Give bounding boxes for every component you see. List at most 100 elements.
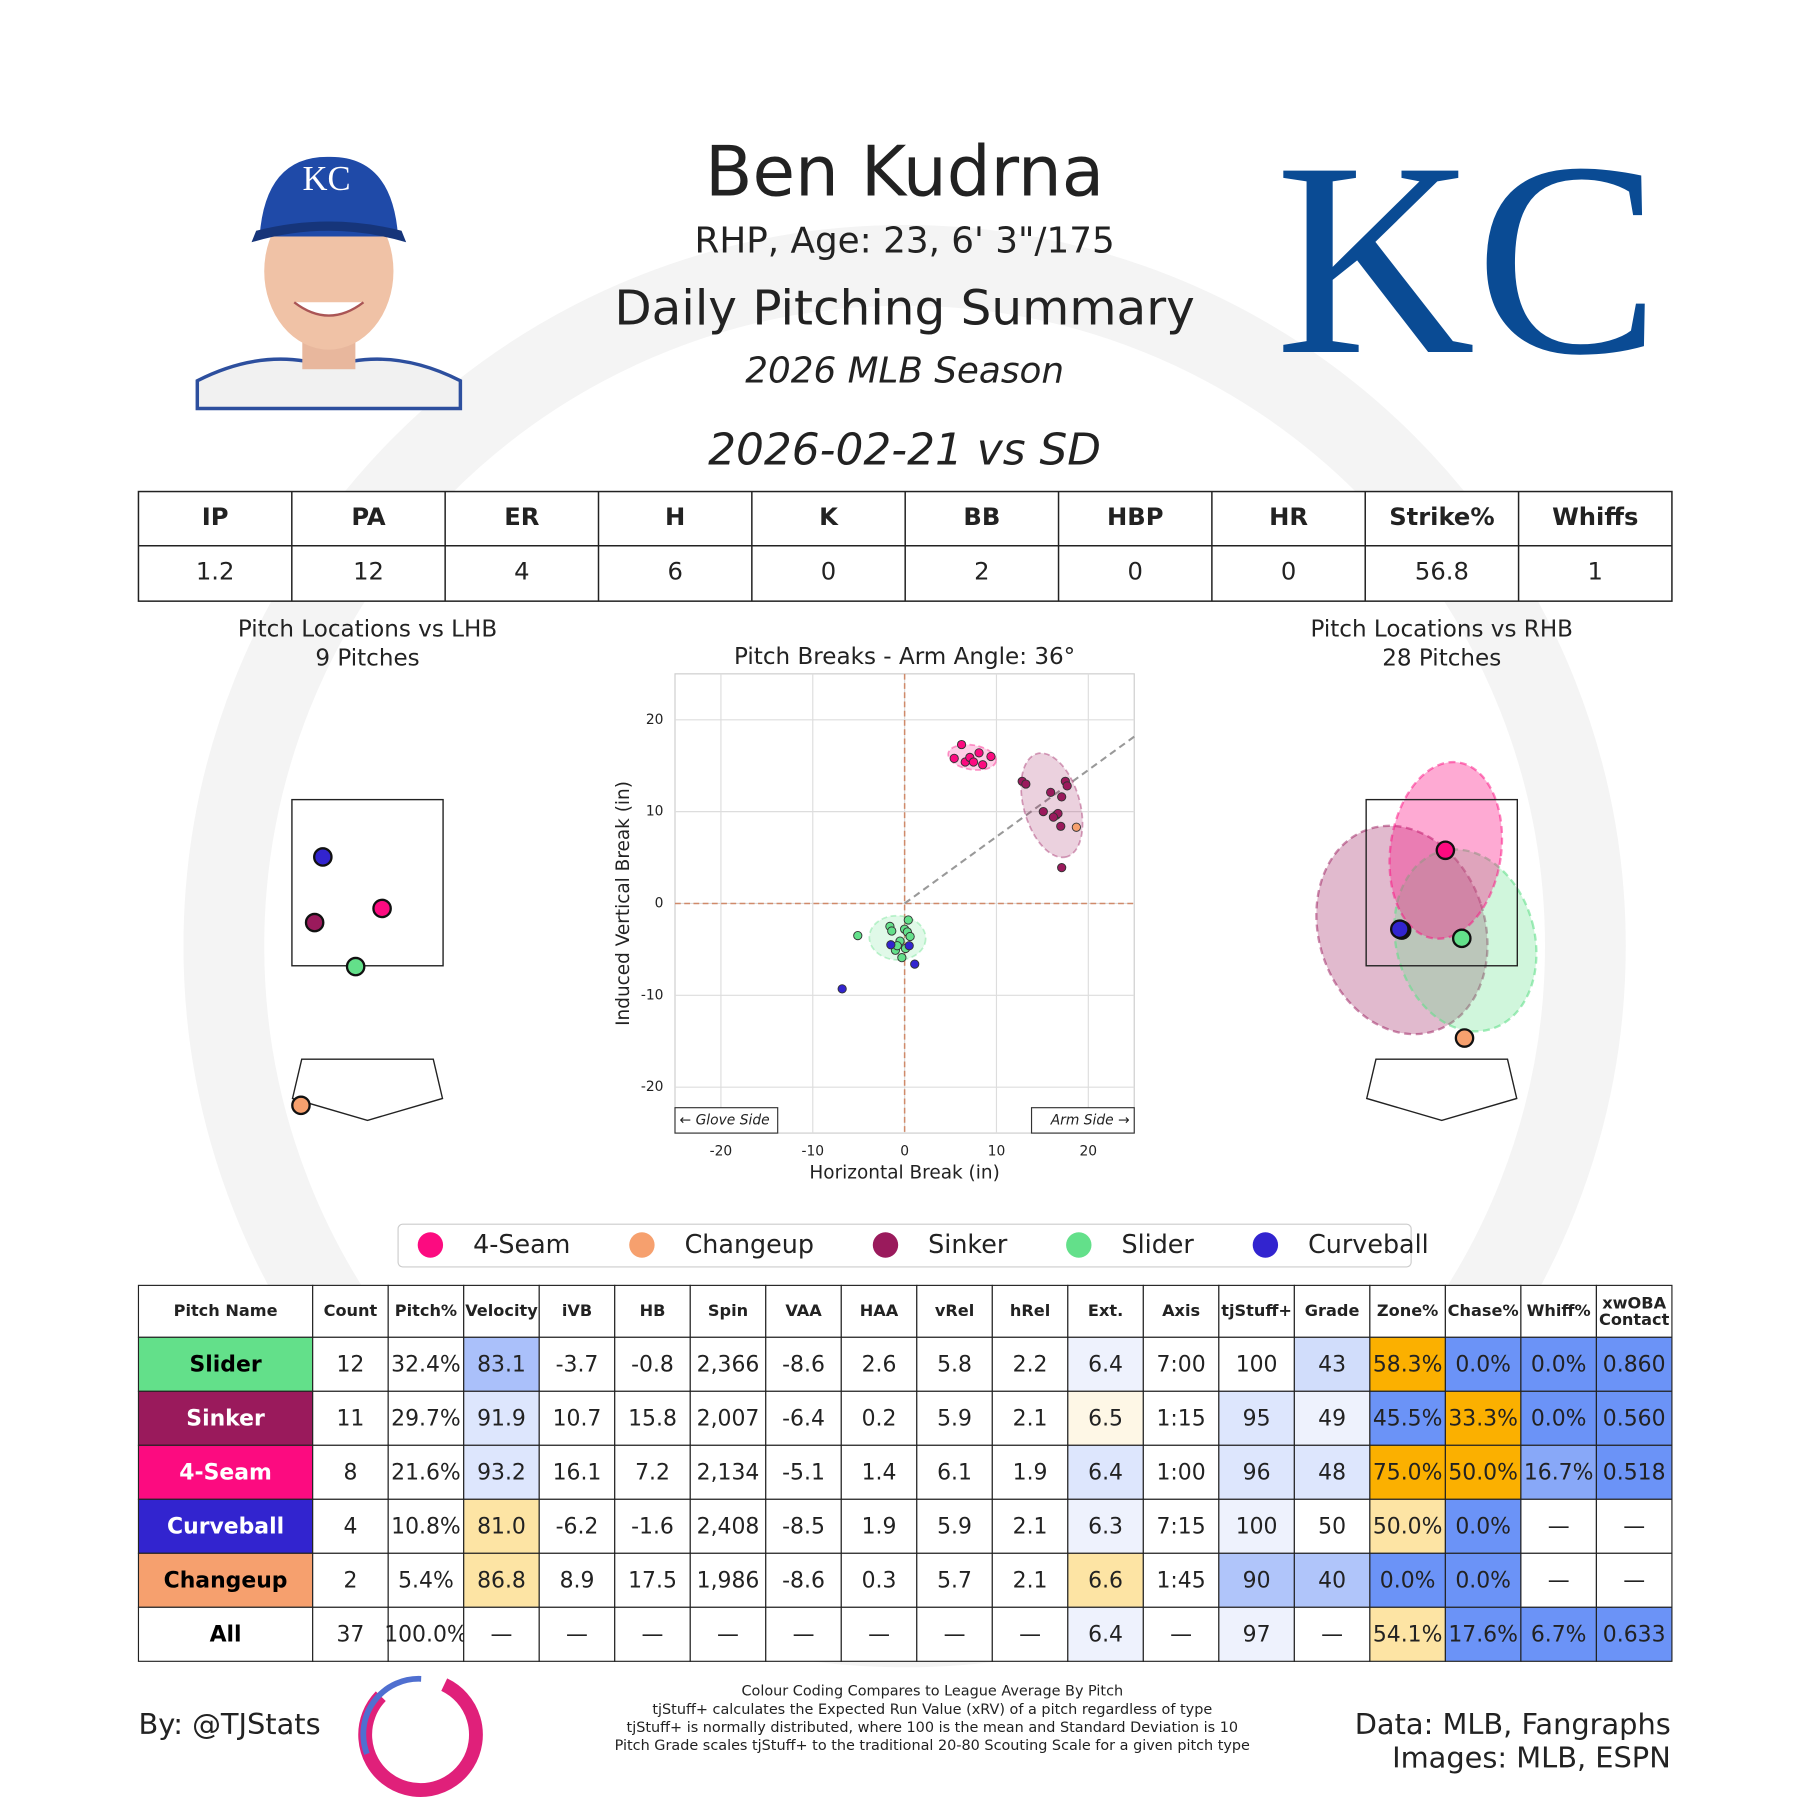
table-cell [1293, 1498, 1371, 1554]
column-header: HBP [1107, 503, 1163, 531]
cell-value: — [944, 1622, 966, 1647]
pitch-point [986, 751, 996, 762]
cell-value: 0.0% [1380, 1568, 1436, 1593]
table-cell [538, 1498, 616, 1554]
pitch-point [974, 748, 984, 758]
x-tick-label: 0 [900, 1144, 909, 1160]
column-header: H [665, 503, 685, 531]
column-header: Spin [708, 1301, 748, 1320]
table-cell [538, 1552, 616, 1608]
table-cell [1142, 1336, 1220, 1392]
pitch-location [345, 956, 366, 977]
cell-value: 5.8 [937, 1352, 972, 1377]
cell-value: 29.7% [391, 1406, 461, 1431]
pitch-point [1038, 807, 1048, 817]
cell-value: -6.4 [782, 1406, 825, 1431]
cell-value: 100 [1236, 1352, 1278, 1377]
legend-box [397, 1223, 1412, 1268]
side-annotation: Arm Side → [1030, 1107, 1135, 1134]
cell-value: 0.560 [1603, 1406, 1666, 1431]
side-annotation: ← Glove Side [674, 1107, 779, 1134]
stat-value: 56.8 [1415, 557, 1469, 585]
cell-value: — [793, 1622, 815, 1647]
footnote: tjStuff+ is normally distributed, where … [627, 1720, 1239, 1736]
column-header: Grade [1305, 1301, 1360, 1320]
game-label: 2026-02-21 vs SD [708, 424, 1101, 475]
column-header: Axis [1162, 1301, 1200, 1320]
cell-value: -3.7 [556, 1352, 599, 1377]
pitch-location [291, 1095, 311, 1116]
pitch-point [1062, 781, 1072, 791]
table-cell [312, 1606, 389, 1662]
pitch-point [837, 984, 847, 994]
cell-value: — [1321, 1622, 1343, 1647]
column-header: Velocity [465, 1301, 538, 1320]
tjstats-logo [358, 1675, 483, 1797]
cell-value: 2.1 [1013, 1568, 1048, 1593]
table-cell [137, 1606, 314, 1662]
table-cell [1142, 1444, 1220, 1500]
table-cell [765, 1336, 842, 1392]
cell-value: — [1623, 1514, 1645, 1539]
cell-value: -5.1 [782, 1460, 825, 1485]
table-cell [1218, 1336, 1295, 1392]
column-header: Zone% [1377, 1301, 1438, 1320]
stat-value: 0 [821, 557, 836, 585]
table-cell [765, 1606, 842, 1662]
cell-value: 96 [1243, 1460, 1271, 1485]
column-header: BB [963, 503, 1000, 531]
table-cell [1142, 1552, 1220, 1608]
table-cell [1520, 1606, 1597, 1662]
home-plate [1365, 1058, 1518, 1122]
table-cell [1369, 1498, 1446, 1554]
table-cell [991, 1552, 1069, 1608]
cell-value: 0.860 [1603, 1352, 1666, 1377]
pitch-point [903, 915, 913, 925]
header-cell [991, 1284, 1069, 1338]
pitch-point [910, 959, 920, 969]
table-cell [614, 1390, 691, 1446]
column-header: xwOBA Contact [1599, 1293, 1670, 1329]
footnote: Pitch Grade scales tjStuff+ to the tradi… [615, 1738, 1250, 1754]
pitch-point [956, 739, 967, 750]
chart-subtitle: 28 Pitches [1382, 645, 1501, 671]
cell-value: — [566, 1622, 588, 1647]
player-name: Ben Kudrna [705, 133, 1104, 213]
cell-value: 11 [337, 1406, 365, 1431]
pitch-point [1071, 822, 1081, 832]
cell-value: 0.518 [1603, 1460, 1666, 1485]
column-header: IP [202, 503, 229, 531]
cell-value: 6.6 [1088, 1568, 1123, 1593]
table-cell [312, 1444, 389, 1500]
y-tick-label: 10 [646, 804, 664, 820]
pitch-point [853, 930, 863, 941]
legend-marker [872, 1232, 899, 1258]
table-cell [689, 1336, 767, 1392]
pitch-point [978, 760, 988, 770]
column-header: tjStuff+ [1221, 1301, 1292, 1320]
cell-value: 0.0% [1455, 1514, 1511, 1539]
table-cell [916, 1498, 993, 1554]
chart-title: Pitch Locations vs RHB [1310, 617, 1573, 643]
team-logo: KC [1275, 105, 1660, 412]
column-header: Pitch Name [174, 1301, 278, 1320]
column-header: ER [504, 503, 540, 531]
table-cell [840, 1336, 918, 1392]
stat-value: 2 [974, 557, 989, 585]
table-cell [463, 1606, 540, 1662]
footnote: tjStuff+ calculates the Expected Run Val… [652, 1702, 1212, 1718]
cell-value: 50 [1318, 1514, 1346, 1539]
table-cell [1067, 1606, 1144, 1662]
cell-value: 10.8% [391, 1514, 461, 1539]
pitch-point [949, 753, 959, 763]
table-cell [1142, 1606, 1220, 1662]
cell-value: 0.3 [862, 1568, 897, 1593]
table-cell [916, 1606, 993, 1662]
cell-value: 1:45 [1156, 1568, 1205, 1593]
table-cell [765, 1552, 842, 1608]
cell-value: 37 [337, 1622, 365, 1647]
header-cell [840, 1284, 918, 1338]
cell-value: 48 [1318, 1460, 1346, 1485]
legend-label: Changeup [685, 1229, 814, 1259]
